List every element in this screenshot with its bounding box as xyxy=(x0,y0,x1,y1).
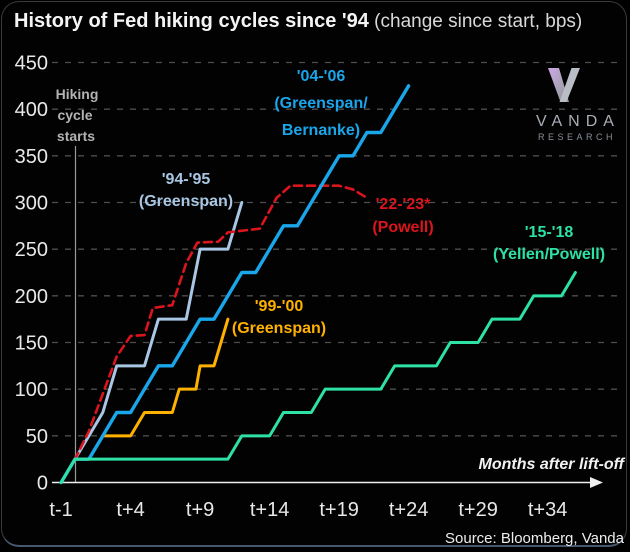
series-label-99-00-line2: (Greenspan) xyxy=(232,320,326,337)
series-label-15-18-line2: (Yellen/Powell) xyxy=(493,246,605,263)
y-tick-label: 0 xyxy=(37,473,48,495)
x-tick-label: t+24 xyxy=(389,499,428,521)
y-axis-label-line1: Hiking xyxy=(56,86,99,102)
series-label-22-23-line2: (Powell) xyxy=(372,219,433,236)
x-tick-labels: t-1 t+4 t+9 t+14 t+19 t+24 t+29 t+34 xyxy=(49,499,567,521)
y-tick-label: 300 xyxy=(15,193,48,215)
y-tick-label: 100 xyxy=(15,379,48,401)
x-tick-label: t+9 xyxy=(186,499,214,521)
series-label-04-06-line1: '04-'06 xyxy=(297,68,346,85)
y-tick-labels: 450 400 350 300 250 200 150 100 50 0 xyxy=(15,53,48,495)
source-note: Source: Bloomberg, Vanda xyxy=(445,530,625,547)
y-tick-label: 50 xyxy=(26,426,48,448)
x-tick-label: t+19 xyxy=(319,499,358,521)
series-label-94-95-line2: (Greenspan) xyxy=(139,193,233,210)
y-tick-label: 400 xyxy=(15,99,48,121)
x-tick-label: t+34 xyxy=(528,499,567,521)
series-labels: '94-'95 (Greenspan) '22-'23* (Powell) '99-'0… xyxy=(139,68,605,337)
x-tick-label: t-1 xyxy=(49,499,72,521)
x-tick-label: t+14 xyxy=(250,499,289,521)
y-axis-label-line2: cycle xyxy=(57,107,92,123)
x-tick-label: t+29 xyxy=(458,499,497,521)
title-main: History of Fed hiking cycles since '94 xyxy=(14,10,369,32)
page-title: History of Fed hiking cycles since '94 (… xyxy=(14,10,624,33)
series-line-94-95 xyxy=(59,201,244,484)
y-tick-label: 350 xyxy=(15,146,48,168)
x-axis-label: Months after lift-off xyxy=(479,456,626,473)
series-line-15-18 xyxy=(59,271,577,484)
logo-subname: RESEARCH xyxy=(538,132,616,142)
series-label-94-95-line1: '94-'95 xyxy=(162,171,211,188)
y-axis-label-line3: starts xyxy=(57,128,95,144)
x-tick-label: t+4 xyxy=(116,499,144,521)
series-label-22-23-line1: '22-'23* xyxy=(376,196,432,213)
y-tick-label: 250 xyxy=(15,239,48,261)
series-line-22-23 xyxy=(59,184,369,484)
title-note: (change since start, bps) xyxy=(368,11,583,32)
logo-v-right-icon xyxy=(559,68,580,102)
y-tick-label: 150 xyxy=(15,333,48,355)
series-label-04-06-line2: (Greenspan/ xyxy=(274,95,368,112)
series-label-99-00-line1: '99-'00 xyxy=(255,298,304,315)
y-tick-label: 450 xyxy=(15,53,48,75)
series-label-15-18-line1: '15-'18 xyxy=(525,224,574,241)
series-label-04-06-line3: Bernanke) xyxy=(282,122,360,139)
x-axis-arrow-icon xyxy=(590,477,603,488)
y-tick-label: 200 xyxy=(15,286,48,308)
y-axis-annotation: Hiking cycle starts xyxy=(56,86,99,144)
vanda-logo: VANDA RESEARCH xyxy=(536,68,620,142)
series-line-04-06 xyxy=(59,84,411,485)
series-lines xyxy=(59,84,577,485)
logo-name: VANDA xyxy=(536,113,620,130)
